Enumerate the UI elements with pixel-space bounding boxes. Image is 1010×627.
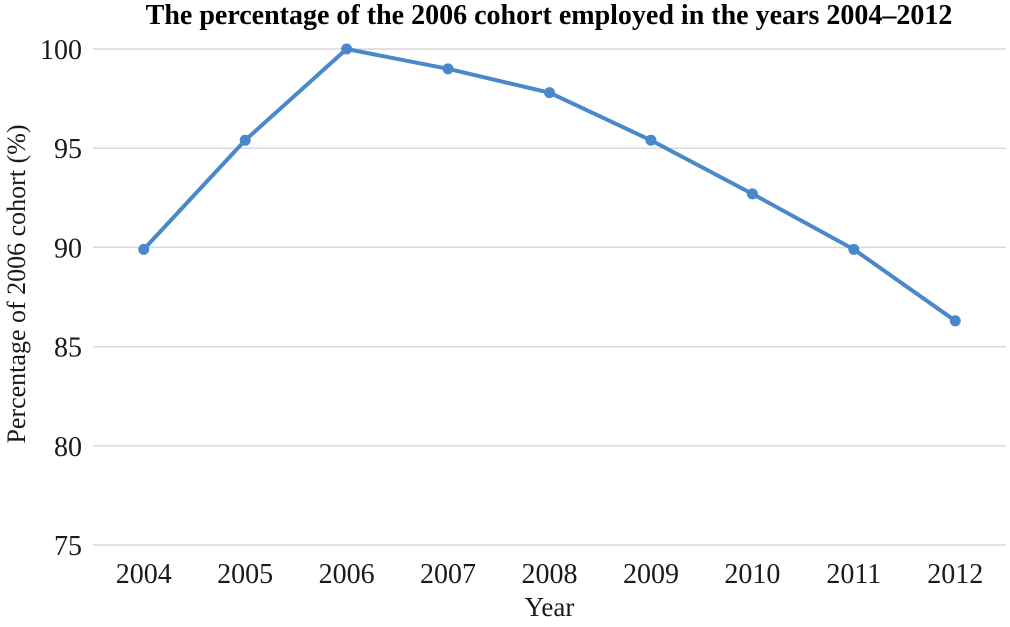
- y-tick-label: 75: [54, 531, 82, 562]
- x-tick-label: 2006: [319, 559, 375, 590]
- data-point-marker: [544, 87, 555, 99]
- x-tick-label: 2010: [724, 559, 780, 590]
- chart-title: The percentage of the 2006 cohort employ…: [145, 0, 953, 31]
- x-tick-label: 2007: [420, 559, 476, 590]
- y-tick-label: 85: [54, 333, 82, 364]
- x-tick-label: 2011: [826, 559, 881, 590]
- data-point-marker: [239, 134, 251, 146]
- data-point-marker: [949, 315, 961, 327]
- y-tick-label: 80: [54, 432, 82, 463]
- data-point-marker: [848, 243, 860, 255]
- y-tick-label: 95: [54, 134, 82, 165]
- x-tick-label: 2009: [623, 559, 679, 590]
- y-tick-label: 90: [54, 233, 82, 264]
- data-point-marker: [746, 188, 758, 200]
- x-axis-title: Year: [524, 592, 575, 622]
- data-point-marker: [138, 243, 150, 255]
- x-tick-label: 2012: [927, 559, 983, 590]
- x-tick-label: 2004: [116, 559, 172, 590]
- data-point-marker: [341, 43, 353, 55]
- x-tick-label: 2005: [217, 559, 273, 590]
- y-tick-label: 100: [40, 35, 82, 66]
- x-tick-label: 2008: [522, 559, 578, 590]
- data-point-marker: [442, 63, 454, 75]
- data-point-marker: [645, 134, 657, 146]
